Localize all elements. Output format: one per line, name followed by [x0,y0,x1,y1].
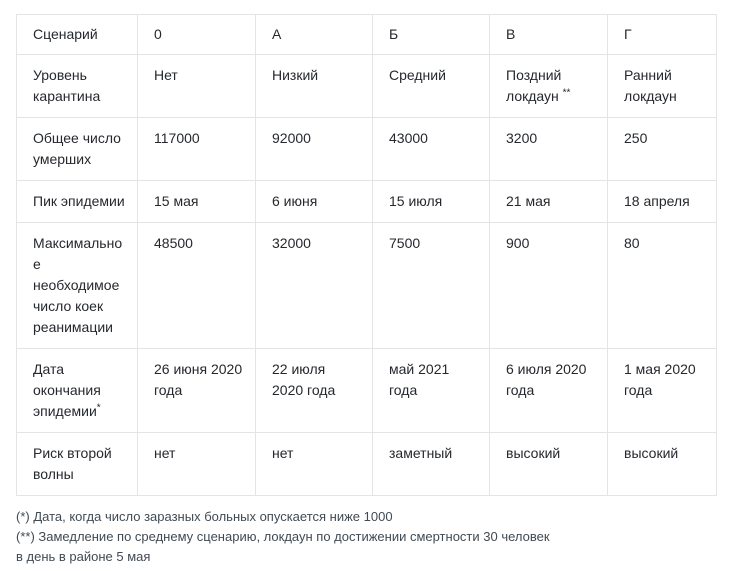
table-cell: 43000 [372,117,490,181]
table-row-epidemic-peak: Пик эпидемии 15 мая 6 июня 15 июля 21 ма… [16,180,717,223]
footnote-marker: ** [562,87,571,99]
epidemic-scenarios-table: Сценарий 0 А Б В Г Уровень карантина Нет… [16,14,717,496]
header-cell-scenario: Сценарий [16,14,138,55]
footnote-line-1: (*) Дата, когда число заразных больных о… [16,509,393,524]
table-cell: 26 июня 2020 года [137,348,256,433]
table-cell: высокий [607,432,717,496]
table-cell: 7500 [372,222,490,349]
table-cell: 21 мая [489,180,608,223]
row-label: Риск второй волны [16,432,138,496]
table-cell: высокий [489,432,608,496]
table-cell: 80 [607,222,717,349]
table-cell: 6 июня [255,180,373,223]
header-cell-g: Г [607,14,717,55]
table-cell: нет [255,432,373,496]
table-cell: 48500 [137,222,256,349]
table-cell: Поздний локдаун ** [489,54,608,118]
table-cell: 6 июля 2020 года [489,348,608,433]
footnotes: (*) Дата, когда число заразных больных о… [16,507,730,567]
table-cell: Средний [372,54,490,118]
table-cell: Ранний локдаун [607,54,717,118]
table-cell: заметный [372,432,490,496]
table-row-icu-beds: Максимальное необходимое число коек реан… [16,222,717,349]
table-cell: 117000 [137,117,256,181]
footnote-line-3: в день в районе 5 мая [16,549,151,564]
header-cell-a: А [255,14,373,55]
table-cell: 15 мая [137,180,256,223]
table-row-total-deaths: Общее число умерших 117000 92000 43000 3… [16,117,717,181]
table-cell: 92000 [255,117,373,181]
table-row-epidemic-end-date: Дата окончания эпидемии* 26 июня 2020 го… [16,348,717,433]
row-label: Максимальное необходимое число коек реан… [16,222,138,349]
table-header-row: Сценарий 0 А Б В Г [16,14,717,55]
table-cell: 900 [489,222,608,349]
footnote-line-2: (**) Замедление по среднему сценарию, ло… [16,529,550,544]
row-label: Дата окончания эпидемии* [16,348,138,433]
row-label: Общее число умерших [16,117,138,181]
table-cell: 32000 [255,222,373,349]
table-row-quarantine-level: Уровень карантина Нет Низкий Средний Поз… [16,54,717,118]
table-cell: 250 [607,117,717,181]
row-label: Пик эпидемии [16,180,138,223]
header-cell-0: 0 [137,14,256,55]
table-cell: 1 мая 2020 года [607,348,717,433]
table-row-second-wave-risk: Риск второй волны нет нет заметный высок… [16,432,717,496]
header-cell-b: Б [372,14,490,55]
row-label: Уровень карантина [16,54,138,118]
table-cell: 15 июля [372,180,490,223]
table-cell: Низкий [255,54,373,118]
table-cell: Нет [137,54,256,118]
header-cell-v: В [489,14,608,55]
table-cell: 22 июля 2020 года [255,348,373,433]
footnote-marker: * [96,402,101,414]
table-cell: нет [137,432,256,496]
table-cell: 3200 [489,117,608,181]
table-cell: 18 апреля [607,180,717,223]
table-cell: май 2021 года [372,348,490,433]
